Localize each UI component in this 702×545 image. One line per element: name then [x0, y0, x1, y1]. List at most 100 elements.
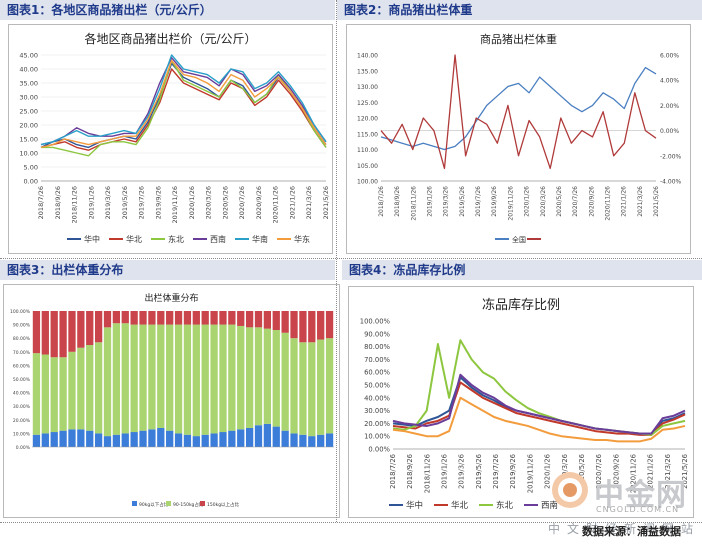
bar-segment — [210, 324, 218, 434]
y-tick-label: 20.00 — [19, 122, 38, 130]
y-tick-label: 100.00 — [357, 179, 378, 186]
bar-segment — [50, 432, 58, 447]
bar-segment — [228, 311, 236, 325]
bar-segment — [148, 429, 156, 447]
bar-segment — [68, 311, 76, 352]
bar-segment — [201, 324, 209, 435]
bar-segment — [272, 311, 280, 331]
x-tick-label: 2018/7/26 — [37, 186, 45, 219]
x-tick-label: 2018/11/26 — [71, 186, 79, 223]
chart-4-frame: 冻品库存比例 0.00% 10.00% 20.00% 30.00% 40.00% 50.00… — [348, 286, 694, 518]
bar-segment — [139, 311, 147, 325]
y-tick-label: 50.00% — [364, 382, 390, 390]
bar-segment — [263, 423, 272, 447]
x-tick-label: 2020/11/26 — [629, 454, 637, 493]
bar-segment — [281, 311, 289, 333]
bar-segment — [228, 324, 236, 431]
bar-segment — [272, 426, 280, 447]
series-line-2 — [392, 381, 686, 436]
panel-chart-4: 图表4：冻品库存比例 冻品库存比例 0.00% 10.00% 20.00% 30.00%… — [342, 260, 702, 522]
bar-segment — [299, 311, 307, 343]
y-tick-label: 30.00% — [364, 407, 390, 415]
bar-segment — [166, 324, 174, 431]
series-line-4 — [392, 373, 686, 435]
x-tick-label: 2019/3/26 — [104, 186, 112, 219]
bar-segment — [237, 311, 245, 326]
legend-label: 西南 — [541, 500, 558, 511]
y-tick-label: 35.00 — [19, 80, 38, 88]
y-tick-label: 105.00 — [357, 163, 378, 170]
x-tick-label: 2020/9/26 — [588, 186, 595, 217]
x-tick-label: 2021/5/26 — [653, 186, 660, 217]
y-tick-label: 90.00% — [364, 330, 390, 338]
y-tick-label: 80.00% — [364, 343, 390, 351]
bar-segment — [103, 311, 112, 328]
y-tick-label: 50.00% — [13, 377, 31, 383]
bar-segment — [157, 311, 165, 325]
bar-segment — [263, 328, 272, 424]
y2-tick-label: 6.00% — [660, 53, 679, 60]
bar-segment — [201, 311, 209, 325]
bar-segment — [32, 434, 41, 447]
legend-label: 全国 — [512, 235, 526, 244]
x-tick-label: 2021/3/26 — [637, 186, 644, 217]
bar-segment — [219, 432, 227, 447]
bar-segment — [86, 311, 94, 345]
bar-segment — [183, 311, 192, 325]
panel-chart-1: 图表1：各地区商品猪出栏（元/公斤） 各地区商品猪出栏价（元/公斤） 0.00 5.… — [0, 0, 335, 258]
x-tick-label: 2018/11/26 — [423, 454, 431, 493]
chart-2: 商品猪出栏体重 100.00 105.00 110.00 115.00 120.00 125… — [357, 32, 682, 244]
bar-segment — [112, 323, 121, 435]
bar-segment — [308, 342, 316, 437]
bar-segment — [130, 324, 138, 433]
bar-segment — [210, 311, 218, 325]
y-tick-label: 45.00 — [19, 52, 38, 60]
separator-bottom — [0, 522, 702, 523]
y-tick-label: 125.00 — [357, 100, 378, 107]
bar-segment — [157, 427, 165, 447]
bar-segment — [139, 430, 147, 447]
panel-chart-3: 图表3：出栏体重分布 出栏体重分布 0.00% 10.00% 20.00% 30.00%… — [0, 260, 340, 522]
x-tick-label: 2019/11/26 — [171, 186, 179, 223]
data-source: 数据来源：涌益数据 — [582, 525, 681, 538]
bar-segment — [68, 351, 76, 430]
bar-segment — [325, 338, 334, 434]
y-tick-label: 60.00% — [364, 369, 390, 377]
legend-swatch — [166, 501, 171, 506]
x-tick-label: 2019/1/26 — [441, 454, 449, 489]
watermark-line: 中文财经新闻网站 — [548, 522, 701, 536]
bar-segment — [245, 311, 254, 328]
x-tick-label: 2019/5/26 — [121, 186, 129, 219]
x-tick-label: 2018/9/26 — [54, 186, 62, 219]
x-tick-label: 2021/1/26 — [647, 454, 655, 489]
x-tick-label: 2018/11/26 — [410, 186, 417, 221]
y2-tick-label: 4.00% — [660, 78, 679, 85]
x-tick-label: 2021/3/26 — [664, 454, 672, 489]
bar-segment — [174, 433, 183, 447]
x-tick-label: 2020/3/26 — [540, 186, 547, 217]
bar-segment — [139, 324, 147, 431]
y2-tick-label: 2.00% — [660, 103, 679, 110]
bar-segment — [219, 324, 227, 433]
x-tick-label: 2018/7/26 — [389, 454, 397, 489]
y-tick-label: 30.00 — [19, 94, 38, 102]
bar-segment — [32, 311, 41, 354]
bar-segment — [166, 430, 174, 447]
x-tick-label: 2019/9/26 — [491, 186, 498, 217]
legend-label: 东北 — [496, 500, 514, 511]
x-tick-label: 2019/3/26 — [443, 186, 450, 217]
x-tick-label: 2019/7/26 — [492, 454, 500, 489]
bar-segment — [94, 342, 103, 434]
bar-segment — [32, 353, 41, 435]
series-line-2 — [380, 54, 657, 170]
y-tick-label: 10.00% — [13, 431, 31, 437]
bar-segment — [59, 430, 67, 447]
bar-segment — [174, 324, 183, 434]
bar-segment — [290, 433, 298, 447]
x-tick-label: 2020/11/26 — [272, 186, 280, 223]
bar-segment — [308, 436, 316, 447]
x-tick-label: 2019/9/26 — [509, 454, 517, 489]
x-tick-label: 2020/9/26 — [255, 186, 263, 219]
y-tick-label: 5.00 — [24, 164, 38, 172]
bar-segment — [103, 327, 112, 437]
